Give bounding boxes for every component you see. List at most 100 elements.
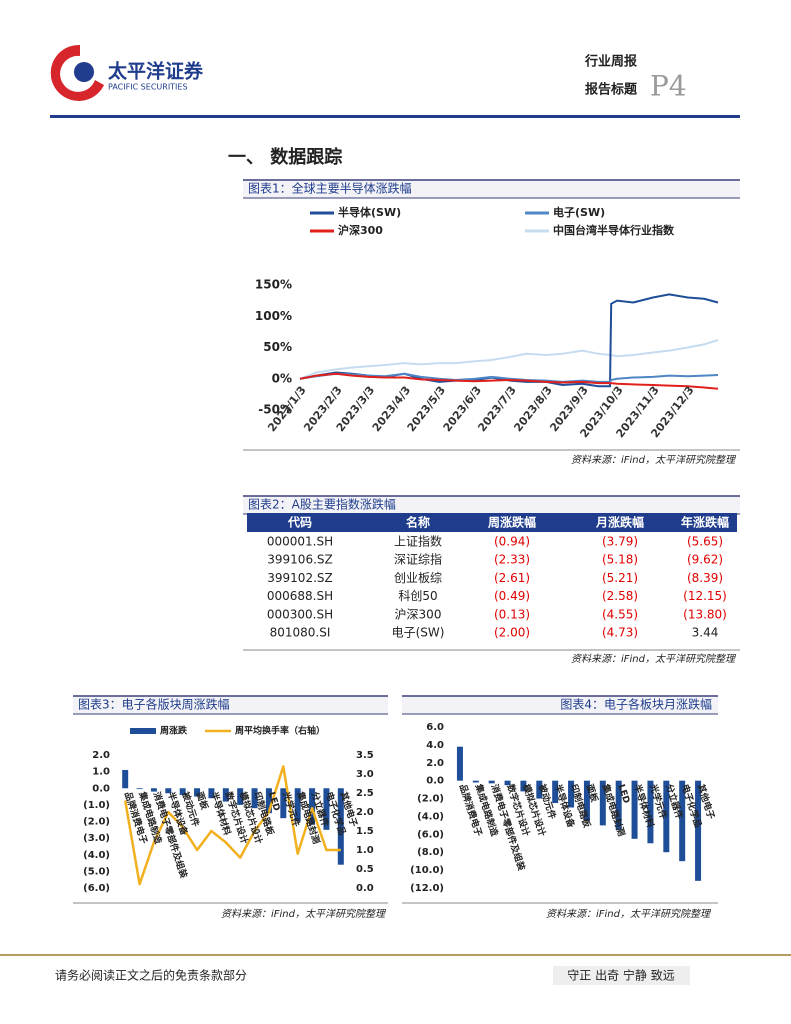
- header-rule: [50, 115, 740, 118]
- bar: [208, 788, 215, 799]
- y-tick-label: 0.0: [426, 776, 444, 787]
- table-header: [247, 513, 737, 532]
- y2-tick-label: 0.5: [356, 864, 374, 875]
- y2-tick-label: 0.0: [356, 883, 374, 894]
- column-header: 年涨跌幅: [681, 515, 729, 530]
- bar: [294, 788, 301, 822]
- y2-tick-label: 3.0: [356, 769, 374, 780]
- bar: [472, 780, 479, 783]
- bar: [194, 788, 201, 797]
- y-tick-label: (4.0): [83, 850, 110, 861]
- table-cell: (5.18): [602, 553, 638, 567]
- legend-label: 电子(SW): [553, 205, 605, 219]
- y-tick-label: (8.0): [417, 847, 444, 858]
- y-tick-label: 100%: [255, 309, 292, 323]
- bar: [663, 780, 670, 853]
- y2-tick-label: 3.5: [356, 750, 374, 761]
- motto-box: [553, 966, 690, 985]
- bar: [150, 788, 157, 792]
- table-cell: (13.80): [683, 607, 727, 621]
- bar: [536, 780, 543, 799]
- bar: [237, 788, 244, 805]
- bar: [615, 780, 622, 830]
- y-tick-label: (6.0): [83, 883, 110, 894]
- y2-tick-label: 2.5: [356, 788, 374, 799]
- caption-band: [73, 696, 388, 714]
- table-cell: 科创50: [398, 589, 437, 603]
- bar: [251, 788, 258, 809]
- bar: [504, 780, 511, 786]
- bar: [552, 780, 559, 804]
- table-cell: (4.55): [602, 607, 638, 621]
- legend-label: 周平均换手率（右轴）: [235, 725, 325, 737]
- caption: 图表4：电子各板块月涨跌幅: [560, 697, 712, 712]
- y-tick-label: 50%: [263, 340, 292, 354]
- table-cell: (5.21): [602, 571, 638, 585]
- y-tick-label: (6.0): [417, 829, 444, 840]
- table-cell: (2.61): [494, 571, 530, 585]
- y2-tick-label: 2.0: [356, 807, 374, 818]
- table-cell: 399106.SZ: [267, 553, 332, 567]
- caption: 图表2：A股主要指数涨跌幅: [248, 497, 396, 512]
- table-cell: (2.58): [602, 589, 638, 603]
- column-header: 月涨跌幅: [595, 515, 644, 530]
- bar: [695, 780, 702, 881]
- source: 资料来源：iFind，太平洋研究院整理: [221, 908, 387, 920]
- bar: [309, 788, 316, 825]
- bar: [520, 780, 527, 792]
- table-cell: (9.62): [687, 553, 723, 567]
- logo-arc: [50, 44, 104, 101]
- y-tick-label: (3.0): [83, 833, 110, 844]
- series-line: [299, 372, 719, 390]
- table-cell: (2.33): [494, 553, 530, 567]
- table-cell: 3.44: [692, 626, 719, 640]
- y-tick-label: 150%: [255, 278, 292, 292]
- y-tick-label: 2.0: [92, 750, 110, 761]
- y-tick-label: 0.0: [92, 783, 110, 794]
- bar: [136, 788, 143, 790]
- company: 太平洋证券: [108, 60, 204, 83]
- y-tick-label: -50%: [258, 403, 292, 417]
- section-title: 一、 数据跟踪: [228, 146, 342, 168]
- motto: 守正 出奇 宁静 致远: [567, 968, 674, 983]
- caption: 图表1：全球主要半导体涨跌幅: [248, 181, 412, 196]
- source: 资料来源：iFind，太平洋研究院整理: [546, 908, 712, 920]
- y-tick-label: 2.0: [426, 758, 444, 769]
- table-cell: 电子(SW): [392, 626, 445, 640]
- y-tick-label: 4.0: [426, 740, 444, 751]
- source: 资料来源：iFind，太平洋研究院整理: [571, 653, 737, 665]
- legend-label: 周涨跌: [160, 725, 188, 737]
- page-number: P4: [650, 70, 687, 103]
- y-tick-label: 1.0: [92, 767, 110, 778]
- legend-swatch: [130, 728, 156, 734]
- table-cell: 深证综指: [394, 552, 442, 567]
- y2-tick-label: 1.0: [356, 845, 374, 856]
- bar: [165, 788, 172, 794]
- table-cell: (0.94): [494, 535, 530, 549]
- caption-band: [243, 180, 740, 198]
- y-tick-label: 0%: [272, 371, 292, 385]
- bar: [222, 788, 229, 802]
- table-cell: 创业板综: [394, 571, 442, 585]
- bar: [647, 780, 654, 844]
- table-cell: 801080.SI: [270, 626, 331, 640]
- table-cell: 000300.SH: [267, 607, 333, 621]
- caption: 图表3：电子各版块周涨跌幅: [78, 697, 230, 712]
- column-header: 名称: [406, 515, 430, 530]
- table-cell: (0.49): [494, 589, 530, 603]
- y-tick-label: (4.0): [417, 811, 444, 822]
- bar: [488, 780, 495, 784]
- table-cell: 000688.SH: [267, 589, 333, 603]
- source: 资料来源：iFind，太平洋研究院整理: [571, 454, 737, 466]
- legend-label: 半导体(SW): [338, 205, 401, 219]
- series-line: [299, 293, 719, 388]
- bar: [265, 788, 272, 814]
- legend-label: 中国台湾半导体行业指数: [553, 223, 675, 237]
- report-title: 报告标题: [585, 82, 638, 98]
- disclaimer: 请务必阅读正文之后的免责条款部分: [55, 968, 247, 983]
- legend-label: 沪深300: [338, 223, 383, 237]
- logo-dot: [74, 62, 94, 82]
- table-cell: (12.15): [683, 589, 727, 603]
- bar: [323, 788, 330, 830]
